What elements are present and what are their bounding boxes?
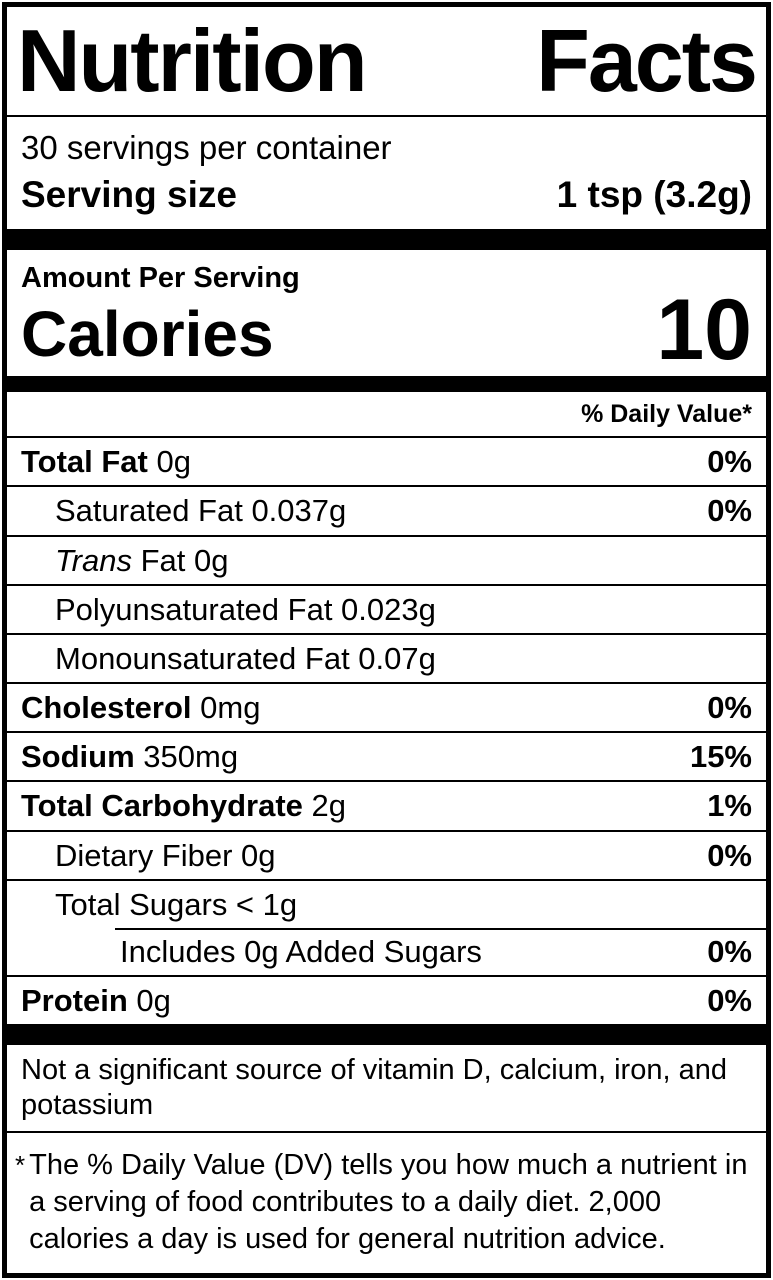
calories-value: 10: [656, 282, 752, 379]
nutrient-name-text: 2g: [302, 788, 347, 824]
nutrient-row: Protein 0g 0%: [7, 975, 766, 1024]
nutrient-row: Cholesterol 0mg 0%: [7, 682, 766, 731]
nutrient-name: Polyunsaturated Fat 0.023g: [55, 591, 436, 628]
label-title-word: Nutrition: [17, 11, 368, 110]
nutrient-name: Protein 0g: [21, 982, 171, 1019]
nutrient-row: Trans Fat 0g: [7, 534, 766, 584]
nutrient-name: Total Fat 0g: [21, 443, 191, 480]
nutrient-name-bold: Protein: [21, 983, 128, 1019]
servings-per-container: 30 servings per container: [21, 129, 392, 166]
footnote: * The % Daily Value (DV) tells you how m…: [7, 1133, 766, 1264]
label-title-word: Facts: [536, 11, 758, 110]
nutrient-name-text: Total Sugars < 1g: [55, 886, 298, 922]
nutrient-name-bold: Total Carbohydrate: [21, 788, 303, 824]
nutrient-name-text: 0mg: [191, 690, 261, 726]
section-bar-bottom: [7, 1024, 766, 1046]
calories-row: Calories 10: [7, 282, 766, 379]
insignificant-note: Not a significant source of vitamin D, c…: [21, 1054, 727, 1122]
nutrient-name-text: 350mg: [134, 739, 239, 775]
nutrient-daily-value: 1%: [707, 788, 752, 824]
nutrient-daily-value: 0%: [707, 690, 752, 726]
nutrient-name: Trans Fat 0g: [55, 542, 228, 579]
nutrient-name: Total Sugars < 1g: [55, 886, 297, 923]
nutrient-row: Polyunsaturated Fat 0.023g: [7, 583, 766, 633]
nutrient-name-text: Dietary Fiber 0g: [55, 837, 276, 873]
nutrient-name: Dietary Fiber 0g: [55, 837, 276, 874]
nutrient-name-text: Fat 0g: [131, 542, 229, 578]
nutrient-name: Cholesterol 0mg: [21, 689, 260, 726]
section-bar-calories: [7, 375, 766, 392]
nutrient-row: Total Carbohydrate 2g 1%: [7, 780, 766, 829]
nutrient-row: Includes 0g Added Sugars 0%: [7, 928, 766, 975]
nutrient-rows: Total Fat 0g 0% Saturated Fat 0.037g 0% …: [7, 436, 766, 1024]
nutrient-name: Includes 0g Added Sugars: [120, 933, 482, 970]
calories-label: Calories: [21, 297, 274, 370]
nutrient-name-text: Polyunsaturated Fat 0.023g: [55, 591, 436, 627]
bottom-spacer: [7, 1264, 766, 1273]
nutrient-name-bold: Total Fat: [21, 444, 148, 480]
title-divider: [7, 115, 766, 117]
nutrient-row: Sodium 350mg 15%: [7, 731, 766, 780]
nutrient-name: Sodium 350mg: [21, 738, 238, 775]
nutrient-row: Saturated Fat 0.037g 0%: [7, 485, 766, 534]
footnote-asterisk: *: [15, 1150, 26, 1180]
nutrient-daily-value: 0%: [707, 493, 752, 529]
nutrient-name-text: 0g: [147, 444, 191, 480]
nutrient-name: Monounsaturated Fat 0.07g: [55, 640, 436, 677]
nutrient-name: Total Carbohydrate 2g: [21, 787, 346, 824]
nutrient-name: Saturated Fat 0.037g: [55, 492, 346, 529]
nutrient-daily-value: 0%: [707, 837, 752, 873]
nutrient-row: Total Fat 0g 0%: [7, 436, 766, 485]
nutrient-daily-value: 0%: [707, 983, 752, 1019]
nutrient-row: Dietary Fiber 0g 0%: [7, 829, 766, 879]
nutrient-daily-value: 0%: [707, 444, 752, 480]
label-title: Nutrition Facts: [7, 7, 766, 107]
nutrient-name-text: Includes 0g Added Sugars: [120, 934, 482, 970]
nutrient-name-text: 0g: [127, 983, 171, 1019]
nutrient-name-bold: Cholesterol: [21, 690, 192, 726]
nutrient-row: Total Sugars < 1g: [7, 878, 766, 928]
nutrient-name-text: Monounsaturated Fat 0.07g: [55, 640, 436, 676]
daily-value-header: % Daily Value*: [581, 399, 752, 428]
footnote-divider: [7, 1131, 766, 1133]
amount-per-serving-label: Amount Per Serving: [21, 261, 300, 294]
nutrient-name-bold: Sodium: [21, 739, 135, 775]
serving-size-value: 1 tsp (3.2g): [556, 174, 752, 216]
footnote-text: The % Daily Value (DV) tells you how muc…: [29, 1149, 748, 1256]
nutrient-daily-value: 15%: [689, 739, 752, 775]
section-bar-top: [7, 228, 766, 250]
serving-size-label: Serving size: [21, 174, 237, 216]
nutrient-daily-value: 0%: [707, 934, 752, 970]
nutrient-row: Monounsaturated Fat 0.07g: [7, 632, 766, 682]
serving-size-row: Serving size 1 tsp (3.2g): [7, 168, 766, 229]
nutrient-name-text: Saturated Fat 0.037g: [55, 493, 347, 529]
nutrient-name-italic: Trans: [55, 542, 132, 578]
